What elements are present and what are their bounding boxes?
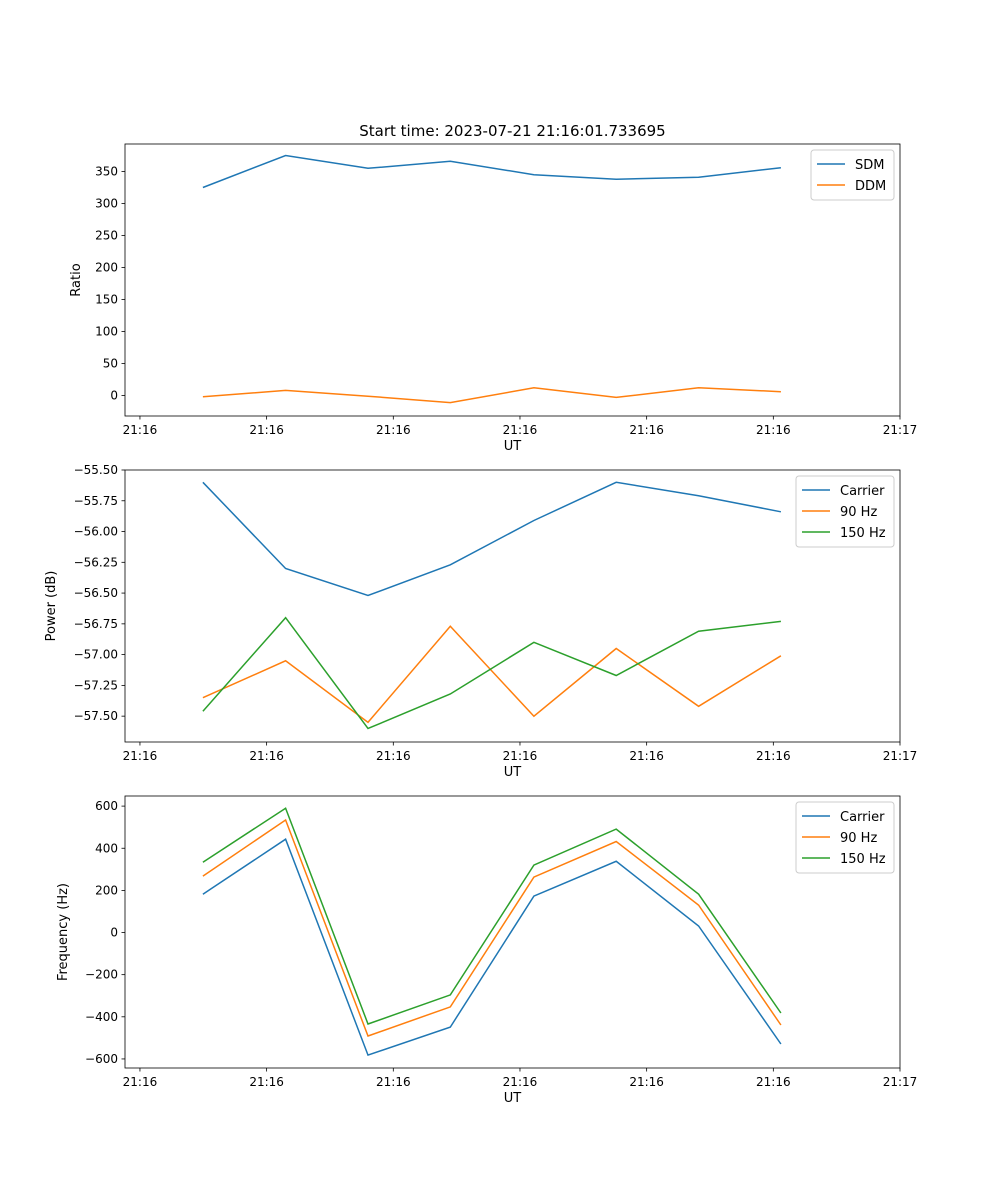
y-tick-label: −600 bbox=[85, 1052, 118, 1066]
x-tick-label: 21:17 bbox=[883, 423, 918, 437]
chart-title: Start time: 2023-07-21 21:16:01.733695 bbox=[359, 122, 665, 140]
axes-frame bbox=[124, 469, 901, 743]
x-tick-label: 21:17 bbox=[883, 1075, 918, 1089]
x-axis-label: UT bbox=[504, 765, 522, 780]
y-tick-label: 200 bbox=[95, 261, 118, 275]
y-tick-label: 150 bbox=[95, 293, 118, 307]
x-axis-label: UT bbox=[504, 439, 522, 454]
series-line-ddm bbox=[202, 387, 781, 404]
legend-label: 90 Hz bbox=[840, 831, 877, 846]
y-tick-label: 300 bbox=[95, 197, 118, 211]
x-axis-label: UT bbox=[504, 1091, 522, 1106]
y-tick-label: 0 bbox=[110, 389, 118, 403]
x-tick-label: 21:16 bbox=[756, 1075, 791, 1089]
y-tick-label: 50 bbox=[103, 357, 118, 371]
y-tick-label: −56.25 bbox=[74, 555, 118, 569]
x-tick-label: 21:16 bbox=[123, 1075, 158, 1089]
y-tick-label: −55.75 bbox=[74, 494, 118, 508]
legend: Carrier 90 Hz 150 Hz bbox=[795, 475, 895, 548]
y-tick-label: −56.75 bbox=[74, 617, 118, 631]
legend-label: Carrier bbox=[840, 810, 885, 825]
x-tick-label: 21:16 bbox=[123, 423, 158, 437]
y-tick-label: 200 bbox=[95, 883, 118, 897]
legend: SDM DDM bbox=[810, 149, 895, 201]
x-tick-label: 21:17 bbox=[883, 749, 918, 763]
legend: Carrier 90 Hz 150 Hz bbox=[795, 801, 895, 874]
series-line-carrier bbox=[202, 838, 782, 1057]
x-tick-label: 21:16 bbox=[249, 749, 284, 763]
y-tick-label: −200 bbox=[85, 968, 118, 982]
subplot-2: 21:16 21:16 21:16 21:16 21:16 21:16 21:17 −55.5… bbox=[44, 463, 917, 780]
legend-label: Carrier bbox=[840, 484, 885, 499]
legend-label: DDM bbox=[855, 179, 886, 194]
series-line-sdm bbox=[202, 154, 781, 189]
y-tick-label: −57.50 bbox=[74, 709, 118, 723]
axes-frame bbox=[124, 795, 901, 1069]
y-axis-label: Frequency (Hz) bbox=[56, 883, 71, 981]
y-axis-label: Power (dB) bbox=[44, 571, 59, 642]
legend-box bbox=[795, 475, 895, 548]
x-tick-label: 21:16 bbox=[629, 1075, 664, 1089]
legend-label: 150 Hz bbox=[840, 526, 886, 541]
x-tick-label: 21:16 bbox=[376, 749, 411, 763]
series-line-carrier bbox=[202, 481, 782, 597]
x-tick-label: 21:16 bbox=[376, 423, 411, 437]
x-tick-label: 21:16 bbox=[123, 749, 158, 763]
x-tick-label: 21:16 bbox=[629, 749, 664, 763]
y-tick-label: −56.00 bbox=[74, 525, 118, 539]
y-tick-label: 100 bbox=[95, 325, 118, 339]
x-tick-label: 21:16 bbox=[376, 1075, 411, 1089]
legend-box bbox=[810, 149, 895, 201]
x-tick-label: 21:16 bbox=[503, 749, 538, 763]
y-tick-label: −57.00 bbox=[74, 648, 118, 662]
y-tick-label: −56.50 bbox=[74, 586, 118, 600]
x-tick-label: 21:16 bbox=[503, 423, 538, 437]
legend-label: 90 Hz bbox=[840, 505, 877, 520]
x-tick-label: 21:16 bbox=[503, 1075, 538, 1089]
y-tick-label: 350 bbox=[95, 165, 118, 179]
y-tick-label: −57.25 bbox=[74, 678, 118, 692]
y-tick-label: 400 bbox=[95, 841, 118, 855]
legend-label: SDM bbox=[855, 158, 884, 173]
y-tick-label: 600 bbox=[95, 799, 118, 813]
x-tick-label: 21:16 bbox=[756, 749, 791, 763]
y-tick-label: 250 bbox=[95, 229, 118, 243]
series-line-90-hz bbox=[202, 818, 782, 1037]
x-tick-label: 21:16 bbox=[249, 1075, 284, 1089]
legend-box bbox=[795, 801, 895, 874]
x-tick-label: 21:16 bbox=[756, 423, 791, 437]
series-line-150-hz bbox=[202, 807, 782, 1025]
x-tick-label: 21:16 bbox=[249, 423, 284, 437]
series-line-150-hz bbox=[202, 616, 781, 730]
legend-label: 150 Hz bbox=[840, 852, 886, 867]
subplot-1: 21:16 21:16 21:16 21:16 21:16 21:16 21:17 0 50 10… bbox=[69, 122, 917, 454]
subplot-3: 21:16 21:16 21:16 21:16 21:16 21:16 21:17 600 40… bbox=[56, 795, 918, 1106]
y-axis-label: Ratio bbox=[69, 263, 84, 296]
y-tick-label: −400 bbox=[85, 1010, 118, 1024]
x-tick-label: 21:16 bbox=[629, 423, 664, 437]
y-tick-label: −55.50 bbox=[74, 463, 118, 477]
y-tick-label: 0 bbox=[110, 926, 118, 940]
series-line-90-hz bbox=[202, 625, 782, 724]
axes-frame bbox=[124, 143, 901, 417]
